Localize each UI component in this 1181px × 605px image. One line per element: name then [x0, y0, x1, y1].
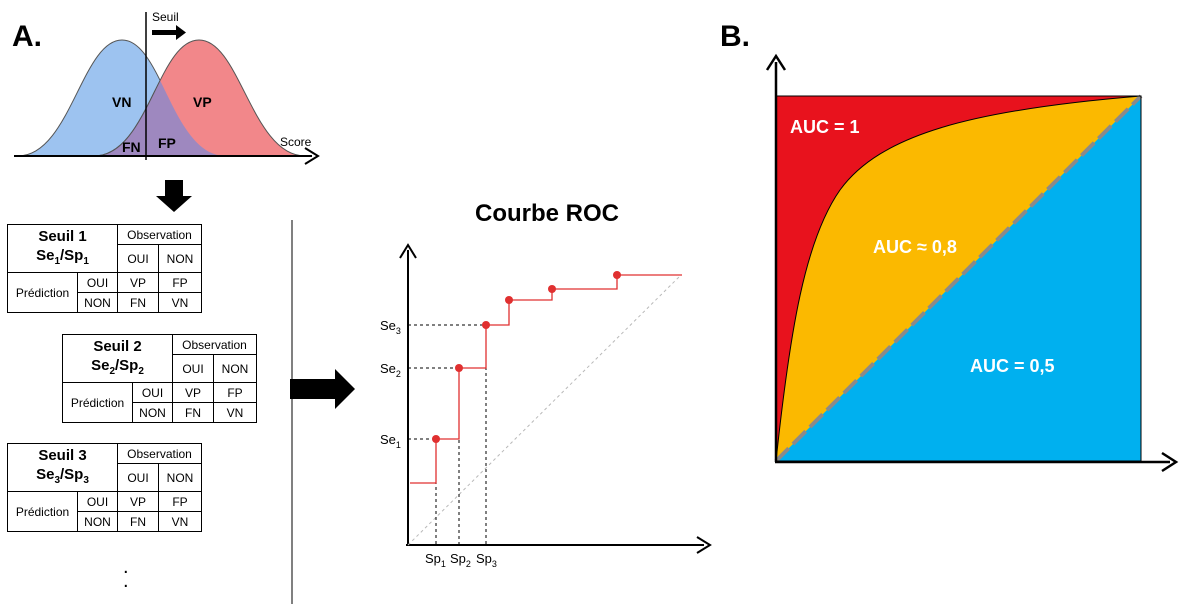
score-axis-arrowhead — [304, 147, 320, 165]
roc-x-arrowhead — [696, 536, 712, 554]
roc-plot: Se3 Se2 Se1 Sp1 Sp2 Sp3 — [380, 243, 712, 569]
table-3-vp: VP — [117, 491, 159, 512]
se1-label: Se1 — [380, 432, 401, 450]
table-2-vp: VP — [172, 382, 214, 403]
table-2-obs-non: NON — [213, 354, 257, 383]
table-1-obs-oui: OUI — [117, 244, 159, 273]
panel-a-letter: A. — [12, 20, 42, 53]
table-1-fp: FP — [158, 272, 202, 293]
continuation-dot-1: . — [123, 556, 129, 578]
roc-point-3 — [482, 321, 490, 329]
table-2-vn: VN — [213, 402, 257, 423]
table-3-vn: VN — [158, 511, 202, 532]
confusion-table-2: Seuil 2 Se2/Sp2 Observation OUI NON Préd… — [62, 334, 257, 423]
roc-point-2 — [455, 364, 463, 372]
auc-comparison: AUC = 1 AUC ≈ 0,8 AUC = 0,5 — [765, 53, 1179, 473]
roc-diagonal — [407, 275, 681, 546]
threshold-arrow — [152, 25, 186, 40]
score-axis-label: Score — [280, 135, 312, 149]
se3-label: Se3 — [380, 318, 401, 336]
roc-point-1 — [432, 435, 440, 443]
auc-y-arrowhead — [765, 53, 787, 71]
table-2-se-sp: Se2/Sp2 — [91, 356, 144, 377]
table-2-seuil: Seuil 2 — [93, 337, 142, 355]
table-3-obs-oui: OUI — [117, 463, 159, 492]
table-2-fn: FN — [172, 402, 214, 423]
auc-diagonal — [774, 94, 1143, 463]
continuation-dots: . . — [123, 556, 129, 592]
table-3-pred-oui: OUI — [77, 491, 118, 512]
right-arrow — [290, 369, 355, 409]
table-2-obs-oui: OUI — [172, 354, 214, 383]
roc-title: Courbe ROC — [475, 200, 619, 227]
roc-point-4 — [505, 296, 513, 304]
confusion-table-3: Seuil 3 Se3/Sp3 Observation OUI NON Préd… — [7, 443, 202, 532]
sp1-label: Sp1 — [425, 551, 446, 569]
table-3-fp: FP — [158, 491, 202, 512]
down-arrow — [156, 180, 192, 212]
table-3-observation: Observation — [117, 443, 202, 464]
table-1-prediction: Prédiction — [7, 272, 78, 313]
table-1-header: Seuil 1 Se1/Sp1 — [7, 224, 118, 273]
se2-label: Se2 — [380, 361, 401, 379]
table-1-fn: FN — [117, 292, 159, 313]
table-3-seuil: Seuil 3 — [38, 446, 87, 464]
table-1-vp: VP — [117, 272, 159, 293]
continuation-dot-2: . — [123, 570, 129, 592]
fp-region-label: FP — [158, 135, 176, 151]
table-2-observation: Observation — [172, 334, 257, 355]
table-1-seuil: Seuil 1 — [38, 227, 87, 245]
table-1-pred-oui: OUI — [77, 272, 118, 293]
table-1-se-sp: Se1/Sp1 — [36, 246, 89, 267]
fn-region-label: FN — [122, 139, 141, 155]
sp3-label: Sp3 — [476, 551, 497, 569]
table-1-vn: VN — [158, 292, 202, 313]
sp2-label: Sp2 — [450, 551, 471, 569]
table-2-prediction: Prédiction — [62, 382, 133, 423]
panel-b-letter: B. — [720, 20, 750, 53]
auc-good-label: AUC ≈ 0,8 — [873, 237, 957, 257]
confusion-table-1: Seuil 1 Se1/Sp1 Observation OUI NON Préd… — [7, 224, 202, 313]
roc-point-6 — [613, 271, 621, 279]
table-3-prediction: Prédiction — [7, 491, 78, 532]
table-3-fn: FN — [117, 511, 159, 532]
auc-random-label: AUC = 0,5 — [970, 356, 1055, 376]
table-1-pred-non: NON — [77, 292, 118, 313]
vn-region-label: VN — [112, 94, 131, 110]
auc-perfect-label: AUC = 1 — [790, 117, 860, 137]
table-3-se-sp: Se3/Sp3 — [36, 465, 89, 486]
roc-y-arrowhead — [399, 243, 417, 259]
table-3-pred-non: NON — [77, 511, 118, 532]
table-1-observation: Observation — [117, 224, 202, 245]
score-distributions: Seuil Score VN VP FN FP — [14, 10, 320, 165]
auc-x-arrowhead — [1161, 451, 1179, 473]
table-2-pred-oui: OUI — [132, 382, 173, 403]
table-3-obs-non: NON — [158, 463, 202, 492]
table-2-pred-non: NON — [132, 402, 173, 423]
roc-step-curve — [410, 274, 682, 484]
roc-point-5 — [548, 285, 556, 293]
table-2-fp: FP — [213, 382, 257, 403]
threshold-label: Seuil — [152, 10, 179, 24]
table-3-header: Seuil 3 Se3/Sp3 — [7, 443, 118, 492]
table-2-header: Seuil 2 Se2/Sp2 — [62, 334, 173, 383]
vp-region-label: VP — [193, 94, 212, 110]
table-1-obs-non: NON — [158, 244, 202, 273]
